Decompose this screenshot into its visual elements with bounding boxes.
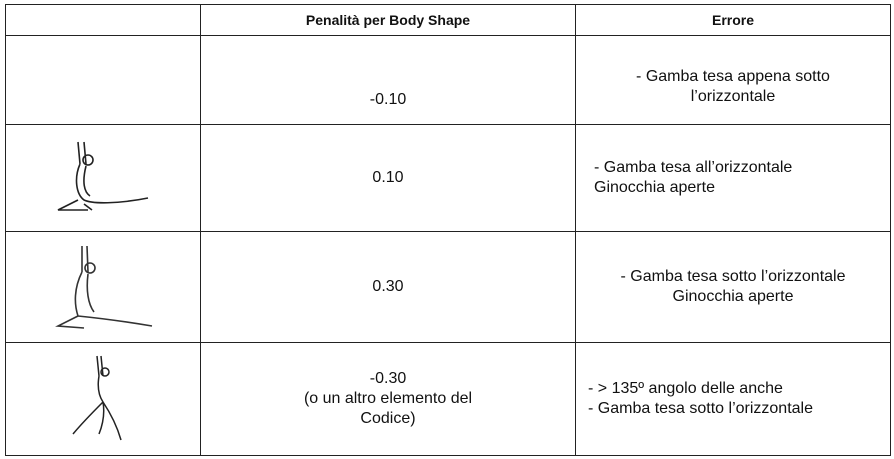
penalty-cell: 0.30 xyxy=(201,232,576,343)
text-line: - > 135º angolo delle anche xyxy=(588,379,890,399)
penalty-cell: -0.10 xyxy=(201,36,576,125)
error-cell: - > 135º angolo delle anche- Gamba tesa … xyxy=(576,343,891,456)
figure-cell xyxy=(6,125,201,232)
text-line: -0.30 xyxy=(201,369,575,389)
text-line: - Gamba tesa sotto l’orizzontale xyxy=(576,267,890,287)
text-line: Ginocchia aperte xyxy=(594,178,890,198)
penalty-table: Penalità per Body Shape Errore -0.10 - G… xyxy=(5,4,891,456)
header-cell: Errore xyxy=(576,5,891,36)
text-line: 0.30 xyxy=(201,277,575,297)
header-cell: Penalità per Body Shape xyxy=(201,5,576,36)
text-line: - Gamba tesa sotto l’orizzontale xyxy=(588,399,890,419)
figure-drawing xyxy=(48,138,158,218)
figure-cell xyxy=(6,36,201,125)
text-line: Ginocchia aperte xyxy=(576,287,890,307)
text-line: -0.10 xyxy=(201,90,575,110)
text-line: (o un altro elemento del xyxy=(201,389,575,409)
page-body: Penalità per Body Shape Errore -0.10 - G… xyxy=(0,0,894,459)
text-line: 0.10 xyxy=(201,168,575,188)
page: Body Shape {"table": { "header": {"penal… xyxy=(0,0,894,459)
penalty-cell: 0.10 xyxy=(201,125,576,232)
text-line: - Gamba tesa appena sotto xyxy=(576,67,890,87)
figure-cell xyxy=(6,343,201,456)
text-line: l’orizzontale xyxy=(576,87,890,107)
text-line: Codice) xyxy=(201,409,575,429)
figure-drawing xyxy=(63,354,143,444)
header-cell xyxy=(6,5,201,36)
header-row: Penalità per Body Shape Errore xyxy=(6,5,891,36)
figure-drawing xyxy=(48,242,158,332)
figure-cell xyxy=(6,232,201,343)
text-line: - Gamba tesa all’orizzontale xyxy=(594,158,890,178)
